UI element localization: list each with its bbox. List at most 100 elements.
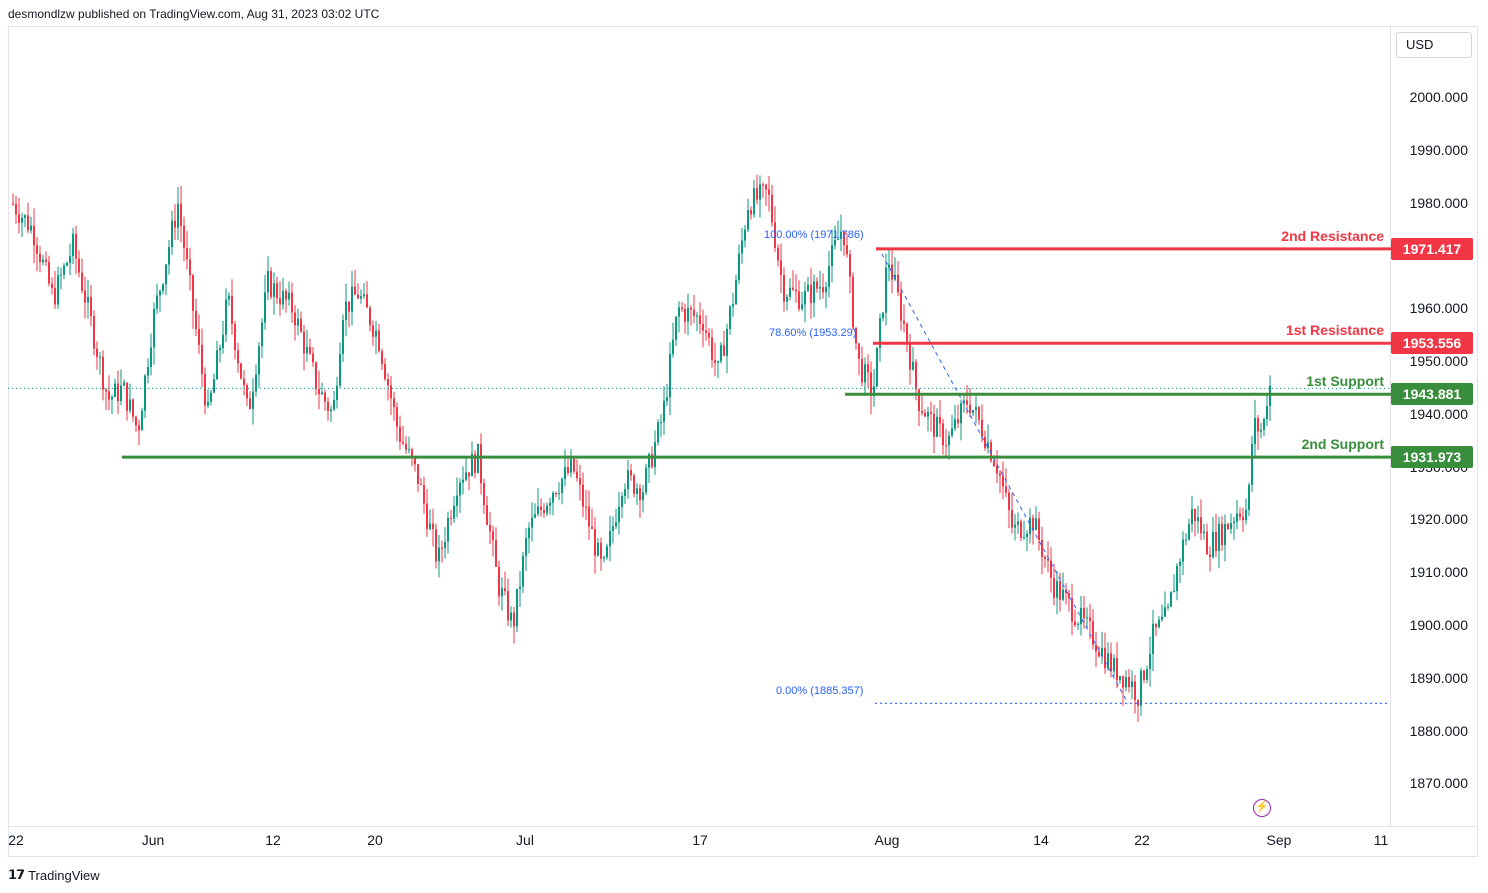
candle-body [1110, 653, 1112, 672]
candle-body [1266, 406, 1268, 420]
candle-body [648, 454, 650, 468]
candle-body [1140, 670, 1142, 706]
candle-body [1095, 644, 1097, 652]
candle-body [60, 274, 62, 276]
candle-body [612, 526, 614, 531]
candle-body [1107, 653, 1109, 669]
level-label: 1st Support [1306, 373, 1384, 390]
candle-body [147, 367, 149, 376]
candle-body [1260, 429, 1262, 432]
candle-body [627, 470, 629, 490]
candle-body [690, 307, 692, 310]
candle-body [111, 396, 113, 400]
candle-body [438, 547, 440, 562]
candle-body [744, 229, 746, 241]
candle-body [528, 527, 530, 539]
candle-body [1146, 669, 1148, 680]
candle-body [1200, 517, 1202, 534]
candle-body [363, 294, 365, 297]
time-tick-label: Jun [141, 832, 165, 848]
candle-body [1101, 647, 1103, 657]
candle-body [1002, 475, 1004, 487]
candle-body [228, 295, 230, 300]
candle-body [852, 276, 854, 328]
candle-body [1068, 592, 1070, 599]
candle-body [789, 287, 791, 297]
candle-body [354, 286, 356, 295]
candle-body [402, 441, 404, 444]
candle-body [978, 407, 980, 420]
candle-body [1209, 554, 1211, 558]
candle-body [657, 422, 659, 443]
candle-body [816, 281, 818, 289]
candle-body [93, 316, 95, 349]
candle-body [312, 353, 314, 363]
candle-body [606, 546, 608, 558]
candle-body [72, 233, 74, 257]
level-label: 1st Resistance [1285, 322, 1384, 339]
currency-selector[interactable]: USD [1396, 32, 1472, 58]
candle-body [1215, 532, 1217, 552]
candle-body [1044, 557, 1046, 559]
candle-body [306, 346, 308, 354]
candle-body [129, 399, 131, 411]
candle-body [1233, 521, 1235, 524]
candle-body [732, 304, 734, 307]
flash-icon[interactable]: ⚡ [1253, 799, 1271, 817]
candle-body [942, 423, 944, 446]
candle-body [417, 464, 419, 484]
candle-body [1185, 539, 1187, 541]
candle-body [507, 591, 509, 621]
candle-body [1098, 651, 1100, 657]
candle-body [984, 436, 986, 449]
candle-body [1122, 676, 1124, 688]
candle-body [573, 458, 575, 472]
candle-body [1113, 657, 1115, 672]
candle-body [1056, 581, 1058, 598]
time-tick-label: 11 [1373, 832, 1389, 848]
candle-body [1152, 623, 1154, 655]
candle-body [876, 347, 878, 387]
candle-body [1119, 676, 1121, 681]
candle-body [990, 442, 992, 461]
candle-body [471, 453, 473, 477]
candle-body [561, 478, 563, 494]
candle-body [777, 247, 779, 261]
candle-body [1047, 558, 1049, 561]
candle-body [516, 588, 518, 627]
candle-body [558, 493, 560, 495]
candle-body [1203, 531, 1205, 534]
candle-body [1167, 606, 1169, 608]
candle-body [138, 425, 140, 431]
candle-body [69, 256, 71, 263]
candle-body [711, 337, 713, 361]
candle-body [675, 316, 677, 340]
candle-body [879, 318, 881, 348]
candle-body [153, 308, 155, 348]
candle-body [663, 400, 665, 422]
candle-body [738, 253, 740, 280]
candle-body [1083, 607, 1085, 619]
candle-body [855, 327, 857, 344]
candle-body [864, 364, 866, 383]
candle-body [582, 484, 584, 507]
candle-body [1080, 607, 1082, 625]
time-axis-separator [8, 826, 1478, 827]
candle-body [513, 612, 515, 627]
candle-body [42, 259, 44, 263]
candle-body [120, 385, 122, 402]
candle-body [186, 248, 188, 260]
candle-body [849, 254, 851, 277]
candle-body [576, 471, 578, 479]
candle-body [717, 361, 719, 363]
time-tick-label: 12 [265, 832, 281, 848]
candle-body [885, 267, 887, 313]
fib-level-label: 100.00% (1971.786) [764, 228, 864, 241]
candle-body [207, 401, 209, 406]
candle-body [75, 233, 77, 259]
candle-body [630, 470, 632, 476]
candle-body [456, 495, 458, 506]
candle-body [621, 496, 623, 507]
candle-body [1155, 623, 1157, 628]
